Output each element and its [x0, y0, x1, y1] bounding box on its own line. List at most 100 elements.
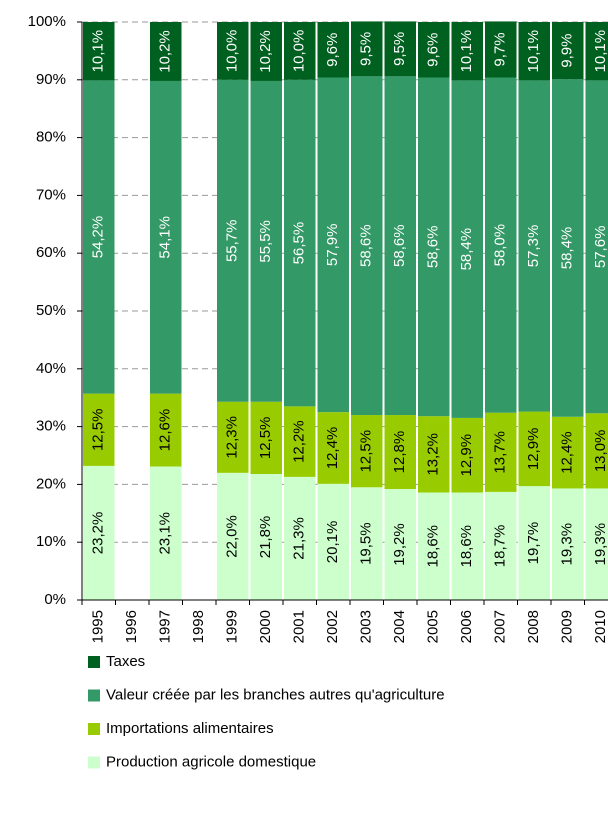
bar-segment — [217, 401, 249, 473]
bar-segment — [552, 79, 584, 417]
bar-segment — [150, 80, 182, 394]
value-label: 9,7% — [492, 32, 509, 66]
bar-segment — [351, 21, 383, 77]
value-label: 58,6% — [358, 224, 375, 267]
y-tick-label: 60% — [36, 244, 66, 261]
bar-segment — [585, 413, 608, 489]
bar-segment — [418, 22, 450, 78]
bar-segment — [518, 80, 550, 412]
value-label: 12,6% — [157, 409, 174, 452]
value-label: 12,2% — [291, 420, 308, 463]
value-label: 21,3% — [291, 517, 308, 560]
bar-segment — [418, 492, 450, 600]
legend-label: Valeur créée par les branches autres qu'… — [106, 686, 445, 703]
value-label: 20,1% — [324, 521, 341, 564]
bar-segment — [351, 415, 383, 488]
bar-segment — [485, 21, 517, 78]
value-label: 10,1% — [592, 30, 608, 73]
bar-segment — [250, 401, 282, 474]
value-label: 57,3% — [525, 225, 542, 268]
x-tick-label: 2003 — [358, 610, 375, 643]
value-label: 22,0% — [224, 515, 241, 558]
bar-segment — [250, 22, 282, 81]
bar-segment — [150, 22, 182, 81]
value-label: 9,5% — [391, 32, 408, 66]
value-label: 55,5% — [257, 220, 274, 263]
value-label: 23,1% — [157, 512, 174, 555]
value-label: 13,0% — [592, 430, 608, 473]
value-label: 12,5% — [358, 430, 375, 473]
bar-segment — [552, 488, 584, 600]
bar-segment — [250, 80, 282, 402]
x-tick-label: 2006 — [458, 610, 475, 643]
value-label: 23,2% — [90, 512, 107, 555]
bar-segment — [317, 77, 349, 413]
legend-swatch — [88, 689, 100, 702]
value-label: 12,5% — [90, 409, 107, 452]
bar-segment — [217, 22, 249, 80]
bar-segment — [518, 486, 550, 600]
value-label: 10,1% — [525, 30, 542, 73]
x-tick-label: 2007 — [492, 610, 509, 643]
bar-segment — [485, 491, 517, 600]
bar-segment — [384, 489, 416, 600]
bar-segment — [485, 77, 517, 413]
value-label: 9,9% — [559, 34, 576, 68]
x-tick-label: 2009 — [559, 610, 576, 643]
bar-segment — [518, 22, 550, 81]
bar-segment — [585, 22, 608, 81]
legend-label: Taxes — [106, 653, 145, 670]
value-label: 9,5% — [358, 32, 375, 66]
bar-segment — [384, 21, 416, 77]
y-tick-label: 10% — [36, 533, 66, 550]
value-label: 10,2% — [257, 30, 274, 73]
bar-segment — [83, 393, 115, 466]
value-label: 54,1% — [157, 216, 174, 259]
y-tick-label: 70% — [36, 186, 66, 203]
bar-segment — [451, 80, 483, 418]
value-label: 58,0% — [492, 224, 509, 267]
y-tick-label: 20% — [36, 475, 66, 492]
value-label: 18,7% — [492, 525, 509, 568]
value-label: 57,6% — [592, 226, 608, 269]
y-tick-label: 0% — [44, 591, 66, 608]
x-tick-label: 2000 — [257, 610, 274, 643]
bar-segment — [384, 415, 416, 490]
bar-segment — [284, 406, 316, 477]
bar-segment — [585, 488, 608, 600]
bar-segment — [83, 80, 115, 394]
x-tick-label: 2005 — [425, 610, 442, 643]
bar-segment — [418, 416, 450, 493]
bar-segment — [217, 472, 249, 600]
value-label: 58,6% — [391, 224, 408, 267]
value-label: 56,5% — [291, 222, 308, 265]
value-label: 12,5% — [257, 417, 274, 460]
bar-segment — [418, 77, 450, 417]
x-tick-label: 2002 — [324, 610, 341, 643]
legend-label: Importations alimentaires — [106, 720, 274, 737]
x-tick-label: 1999 — [224, 610, 241, 643]
x-tick-label: 1998 — [190, 610, 207, 643]
value-label: 21,8% — [257, 516, 274, 559]
value-label: 12,9% — [525, 428, 542, 471]
value-label: 19,5% — [358, 522, 375, 565]
value-label: 13,7% — [492, 431, 509, 474]
bar-segment — [585, 80, 608, 414]
bar-segment — [284, 476, 316, 600]
legend-swatch — [88, 656, 100, 668]
y-tick-label: 100% — [28, 13, 66, 30]
value-label: 19,3% — [592, 523, 608, 566]
bar-segment — [552, 416, 584, 489]
value-label: 12,8% — [391, 431, 408, 474]
value-label: 10,0% — [291, 30, 308, 73]
bar-segment — [451, 417, 483, 493]
value-label: 9,6% — [324, 33, 341, 67]
bar-segment — [150, 393, 182, 467]
x-tick-label: 1996 — [123, 610, 140, 643]
value-label: 54,2% — [90, 216, 107, 259]
value-label: 55,7% — [224, 219, 241, 262]
bar-segment — [317, 483, 349, 600]
y-tick-label: 50% — [36, 302, 66, 319]
value-label: 58,4% — [458, 228, 475, 271]
